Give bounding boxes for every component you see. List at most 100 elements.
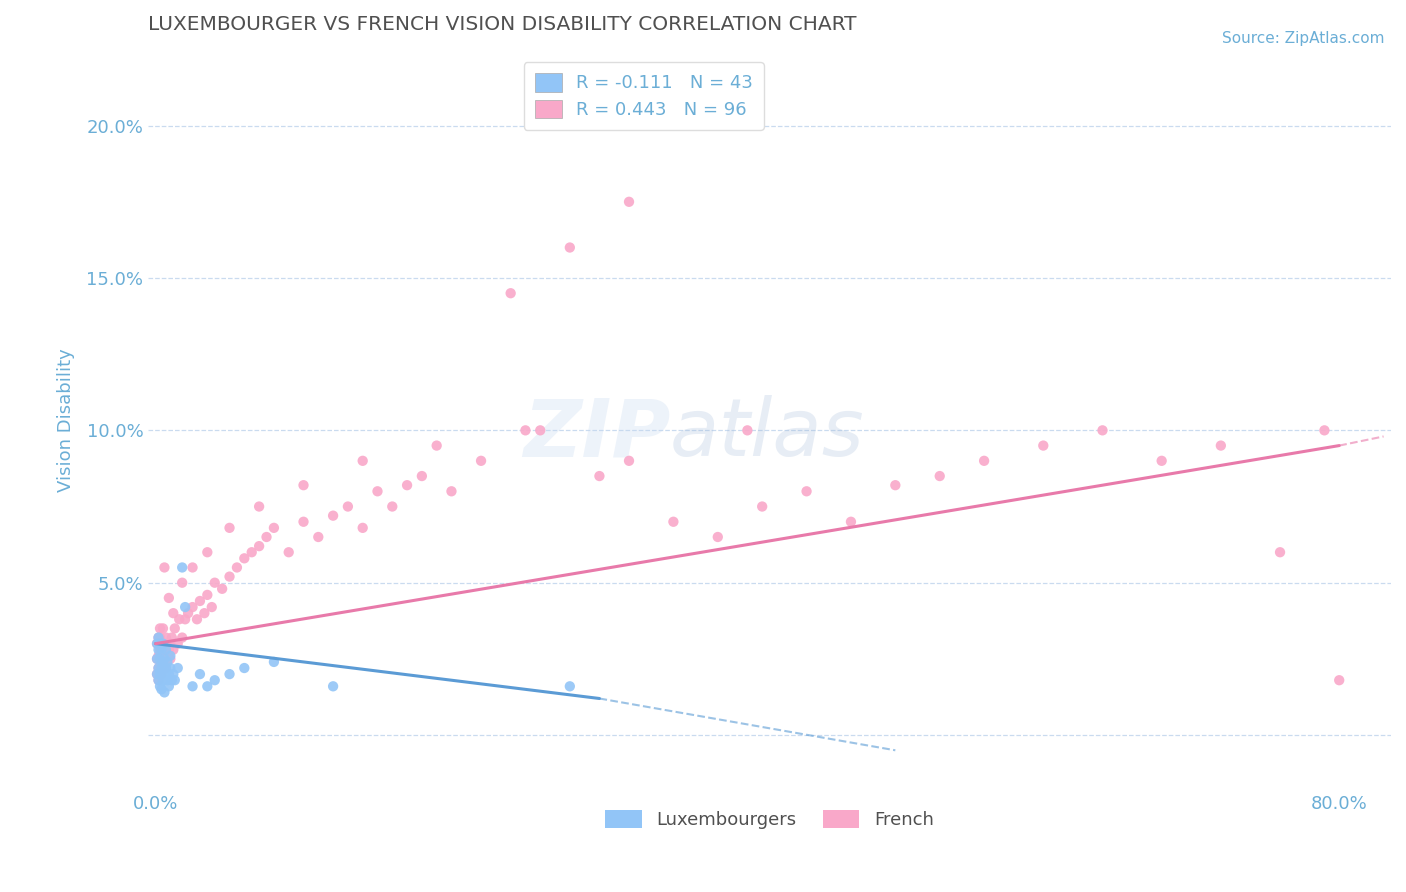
Point — [156, 673, 179, 688]
Point — [322, 679, 344, 693]
Point — [157, 591, 180, 605]
Point — [529, 423, 551, 437]
Point — [737, 423, 759, 437]
Point — [156, 655, 179, 669]
Point — [153, 652, 176, 666]
Text: LUXEMBOURGER VS FRENCH VISION DISABILITY CORRELATION CHART: LUXEMBOURGER VS FRENCH VISION DISABILITY… — [148, 15, 856, 34]
Text: atlas: atlas — [671, 395, 865, 474]
Point — [839, 515, 862, 529]
Point — [233, 551, 256, 566]
Point — [148, 661, 170, 675]
Point — [153, 667, 176, 681]
Point — [152, 655, 174, 669]
Point — [155, 631, 177, 645]
Point — [146, 652, 169, 666]
Point — [1209, 439, 1232, 453]
Point — [292, 515, 315, 529]
Point — [558, 240, 581, 254]
Point — [186, 612, 208, 626]
Point — [146, 667, 169, 681]
Point — [181, 560, 204, 574]
Point — [201, 600, 224, 615]
Point — [152, 661, 174, 675]
Point — [322, 508, 344, 523]
Point — [1032, 439, 1054, 453]
Point — [148, 631, 170, 645]
Point — [226, 560, 249, 574]
Point — [188, 667, 211, 681]
Point — [1150, 454, 1173, 468]
Point — [307, 530, 329, 544]
Point — [146, 652, 169, 666]
Point — [204, 575, 226, 590]
Point — [150, 652, 173, 666]
Point — [146, 667, 169, 681]
Point — [233, 661, 256, 675]
Point — [149, 652, 172, 666]
Point — [166, 661, 188, 675]
Point — [150, 667, 173, 681]
Point — [352, 454, 374, 468]
Point — [426, 439, 449, 453]
Point — [181, 679, 204, 693]
Point — [148, 673, 170, 688]
Point — [707, 530, 730, 544]
Point — [166, 637, 188, 651]
Point — [181, 600, 204, 615]
Point — [558, 679, 581, 693]
Point — [218, 521, 240, 535]
Point — [162, 606, 184, 620]
Y-axis label: Vision Disability: Vision Disability — [58, 348, 75, 491]
Point — [159, 652, 181, 666]
Text: ZIP: ZIP — [523, 395, 671, 474]
Point — [263, 521, 285, 535]
Point — [157, 667, 180, 681]
Point — [381, 500, 404, 514]
Point — [247, 539, 270, 553]
Point — [172, 560, 194, 574]
Point — [617, 194, 640, 209]
Point — [155, 661, 177, 675]
Point — [150, 661, 173, 675]
Point — [152, 621, 174, 635]
Point — [149, 621, 172, 635]
Point — [156, 637, 179, 651]
Point — [148, 661, 170, 675]
Point — [292, 478, 315, 492]
Point — [152, 673, 174, 688]
Point — [160, 631, 183, 645]
Point — [150, 637, 173, 651]
Point — [159, 637, 181, 651]
Point — [152, 637, 174, 651]
Text: Source: ZipAtlas.com: Source: ZipAtlas.com — [1222, 31, 1385, 46]
Point — [366, 484, 388, 499]
Point — [411, 469, 433, 483]
Point — [195, 545, 218, 559]
Point — [150, 642, 173, 657]
Point — [470, 454, 492, 468]
Point — [155, 661, 177, 675]
Point — [155, 642, 177, 657]
Point — [1091, 423, 1114, 437]
Point — [162, 667, 184, 681]
Point — [336, 500, 359, 514]
Point — [152, 642, 174, 657]
Point — [211, 582, 233, 596]
Point — [155, 642, 177, 657]
Point — [751, 500, 773, 514]
Point — [149, 661, 172, 675]
Point — [148, 648, 170, 663]
Legend: Luxembourgers, French: Luxembourgers, French — [599, 803, 941, 837]
Point — [188, 594, 211, 608]
Point — [149, 637, 172, 651]
Point — [159, 661, 181, 675]
Point — [159, 648, 181, 663]
Point — [156, 652, 179, 666]
Point — [148, 631, 170, 645]
Point — [148, 673, 170, 688]
Point — [277, 545, 299, 559]
Point — [195, 588, 218, 602]
Point — [157, 679, 180, 693]
Point — [172, 575, 194, 590]
Point — [163, 673, 186, 688]
